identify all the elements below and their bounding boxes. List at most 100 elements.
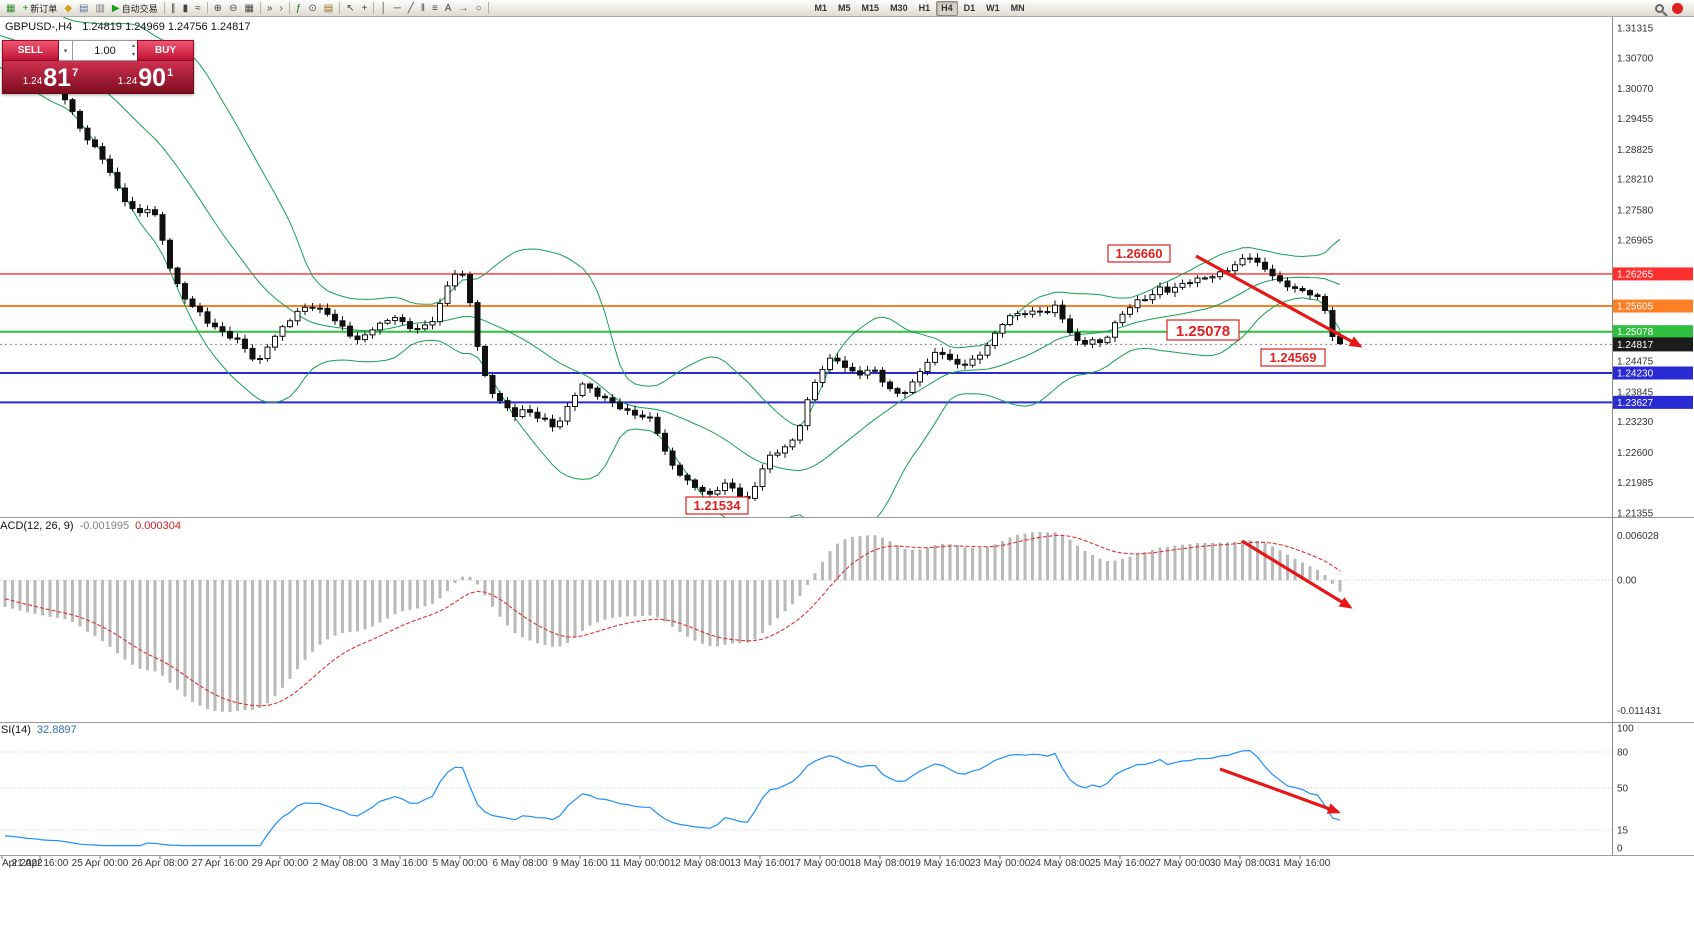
text-button[interactable]: A <box>442 1 455 16</box>
autotrading-button-label: 自动交易 <box>121 3 158 14</box>
trend-arrow[interactable] <box>1219 767 1341 814</box>
sell-button[interactable]: SELL <box>2 40 59 61</box>
chart-title: GBPUSD-,H4 1.24819 1.24969 1.24756 1.248… <box>5 21 250 33</box>
chart-shift-icon: › <box>279 2 283 14</box>
search-icon[interactable] <box>1655 3 1664 13</box>
template-button[interactable]: ▤ <box>321 1 336 16</box>
zoom-out-button[interactable]: ⊖ <box>226 1 240 16</box>
tf-w1-label: W1 <box>986 2 1000 13</box>
toolbar-separator <box>487 2 489 14</box>
volume-dropdown[interactable]: ▾ <box>59 40 73 61</box>
svg-text:27 May 00:00: 27 May 00:00 <box>1150 858 1211 869</box>
svg-text:1.24230: 1.24230 <box>1617 369 1654 380</box>
periods-button[interactable]: ⊙ <box>305 1 319 16</box>
volume-input[interactable]: 1.00 ▴ ▾ <box>73 40 137 61</box>
svg-text:1.25078: 1.25078 <box>1617 327 1654 338</box>
vertical-line-button[interactable]: │ <box>377 1 389 16</box>
insert-group: ƒ ⊙ ▤ <box>293 1 336 16</box>
svg-text:1.28210: 1.28210 <box>1617 175 1654 186</box>
rsi-value: 32.8897 <box>36 724 77 736</box>
market-watch-icon: ▤ <box>79 2 89 14</box>
svg-text:1.24817: 1.24817 <box>1617 340 1654 351</box>
horizontal-line-button[interactable]: ─ <box>391 1 404 16</box>
svg-text:80: 80 <box>1617 748 1629 759</box>
notification-badge-icon[interactable] <box>1672 2 1683 14</box>
zoom-in-button[interactable]: ⊕ <box>211 1 225 16</box>
navigator-icon: ▥ <box>95 2 105 14</box>
trend-arrow[interactable] <box>1195 254 1363 348</box>
autotrading-icon: ▶ <box>111 2 120 14</box>
cursor-button[interactable]: ↖ <box>343 1 357 16</box>
volume-stepper[interactable]: ▴ ▾ <box>132 42 135 60</box>
rsi-indicator-label: RSI(14)32.8897 <box>0 724 77 736</box>
svg-text:1.28825: 1.28825 <box>1617 145 1654 156</box>
market-watch-button[interactable]: ▤ <box>76 1 91 16</box>
volume-value: 1.00 <box>94 44 116 57</box>
zoom-group: ⊕ ⊖ ▦ <box>211 1 257 16</box>
chart-type-group: ∥ ▮ ≈ <box>168 1 204 16</box>
candlestick-chart-button[interactable]: ▮ <box>180 1 192 16</box>
annotations[interactable]: 1.26660 1.25078 1.24569 1.21534 <box>685 244 1363 814</box>
crosshair-button[interactable]: + <box>359 1 371 16</box>
svg-text:19 May 16:00: 19 May 16:00 <box>910 858 971 869</box>
tf-m15[interactable]: M15 <box>857 1 885 16</box>
new-order-button[interactable]: + 新订单 <box>19 1 60 16</box>
navigator-button[interactable]: ▥ <box>92 1 107 16</box>
toolbar-separator <box>288 2 290 14</box>
macd-signal-line <box>4 534 1341 707</box>
tile-windows-button[interactable]: ▦ <box>241 1 256 16</box>
svg-text:5 May 00:00: 5 May 00:00 <box>432 858 487 869</box>
autotrading-button[interactable]: ▶ 自动交易 <box>109 1 161 16</box>
buy-button[interactable]: BUY <box>137 40 194 61</box>
price-axis-labels: 1.31315 1.30700 1.30070 1.29455 1.28825 1.282… <box>1617 24 1654 520</box>
svg-text:1.24475: 1.24475 <box>1617 357 1654 368</box>
tf-m1[interactable]: M1 <box>810 1 833 16</box>
auto-scroll-icon: » <box>266 2 273 14</box>
trend-arrow[interactable] <box>1241 539 1353 609</box>
toolbar-separator <box>339 2 341 14</box>
line-chart-button[interactable]: ≈ <box>192 1 204 16</box>
tf-m5-label: M5 <box>838 2 851 13</box>
indicators-button[interactable]: ƒ <box>293 1 305 16</box>
svg-text:1.30070: 1.30070 <box>1617 84 1654 95</box>
macd-histogram <box>0 532 1612 712</box>
svg-text:2 May 08:00: 2 May 08:00 <box>312 858 367 869</box>
step-down-icon[interactable]: ▾ <box>131 52 135 58</box>
toolbar: ▦ + 新订单 ◆ ▤ ▥ ▶ 自动交易 ∥ ▮ ≈ ⊕ ⊖ ▦» › ƒ ⊙ ▤ ↖ + │ ─ ╱ ǁ ≡ A → ○ M1 M5 M1… <box>0 0 1694 17</box>
tf-d1[interactable]: D1 <box>959 1 981 16</box>
chart-background <box>0 17 1694 940</box>
tf-d1-label: D1 <box>963 2 976 13</box>
step-up-icon[interactable]: ▴ <box>131 43 135 49</box>
svg-text:1.25605: 1.25605 <box>1617 302 1654 313</box>
fibonacci-button[interactable]: ≡ <box>429 1 441 16</box>
svg-text:12 May 08:00: 12 May 08:00 <box>670 858 731 869</box>
zoom-out-icon: ⊖ <box>229 2 238 14</box>
tf-m5[interactable]: M5 <box>833 1 856 16</box>
new-chart-button[interactable]: ▦ <box>3 1 18 16</box>
cursor-icon: ↖ <box>346 2 355 14</box>
auto-scroll-button[interactable]: » <box>264 1 276 16</box>
svg-text:50: 50 <box>1617 784 1629 795</box>
chart-shift-button[interactable]: › <box>276 1 285 16</box>
cursor-group: ↖ + <box>343 1 370 16</box>
arrows-button[interactable]: → <box>455 1 471 16</box>
svg-text:6 May 08:00: 6 May 08:00 <box>492 858 547 869</box>
tf-h1[interactable]: H1 <box>914 1 936 16</box>
sell-price[interactable]: 1.24 81 7 <box>22 64 79 92</box>
buy-price[interactable]: 1.24 90 1 <box>117 64 174 92</box>
svg-text:3 May 16:00: 3 May 16:00 <box>372 858 427 869</box>
tf-m30[interactable]: M30 <box>885 1 913 16</box>
tf-mn[interactable]: MN <box>1006 1 1030 16</box>
shapes-button[interactable]: ○ <box>472 1 484 16</box>
svg-text:1.25078: 1.25078 <box>1176 323 1230 340</box>
trendline-button[interactable]: ╱ <box>405 1 417 16</box>
tf-w1[interactable]: W1 <box>981 1 1005 16</box>
channel-button[interactable]: ǁ <box>418 1 428 16</box>
bar-chart-button[interactable]: ∥ <box>168 1 179 16</box>
favorites-button[interactable]: ◆ <box>61 1 75 16</box>
tf-h4[interactable]: H4 <box>936 0 958 16</box>
candles[interactable] <box>62 90 1343 504</box>
